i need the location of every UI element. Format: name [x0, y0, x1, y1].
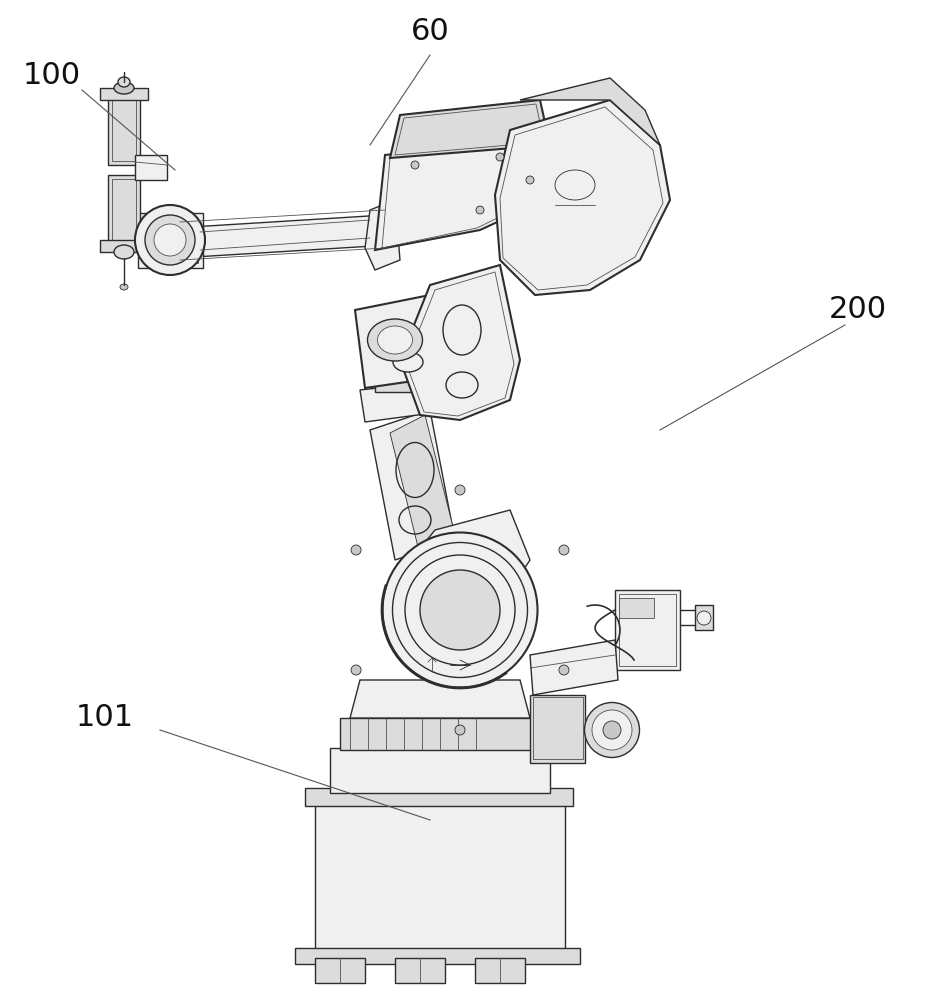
Ellipse shape: [559, 545, 569, 555]
Polygon shape: [360, 380, 455, 422]
Polygon shape: [530, 640, 618, 695]
Bar: [619, 594, 676, 666]
Text: 101: 101: [76, 704, 134, 732]
Text: 100: 100: [23, 60, 81, 90]
Polygon shape: [355, 295, 455, 388]
Bar: [315, 800, 565, 950]
Bar: [475, 958, 525, 983]
Bar: [619, 598, 654, 618]
Polygon shape: [370, 410, 455, 560]
Bar: [375, 360, 440, 392]
Ellipse shape: [496, 153, 504, 161]
Bar: [100, 88, 148, 100]
Polygon shape: [520, 78, 660, 145]
Bar: [315, 958, 365, 983]
Ellipse shape: [114, 82, 134, 94]
Bar: [533, 697, 583, 759]
Bar: [615, 590, 680, 670]
Ellipse shape: [455, 485, 465, 495]
Ellipse shape: [118, 77, 130, 87]
Bar: [112, 99, 136, 161]
Bar: [530, 695, 585, 763]
Bar: [432, 587, 488, 633]
Ellipse shape: [351, 545, 362, 555]
Polygon shape: [390, 415, 455, 555]
Polygon shape: [390, 100, 550, 158]
Ellipse shape: [411, 161, 419, 169]
Bar: [435, 658, 473, 674]
Bar: [108, 175, 140, 245]
Ellipse shape: [455, 725, 465, 735]
Ellipse shape: [697, 611, 711, 625]
Ellipse shape: [154, 224, 186, 256]
Ellipse shape: [405, 555, 515, 665]
Bar: [425, 580, 495, 640]
Text: 60: 60: [411, 17, 450, 46]
Bar: [695, 605, 713, 630]
Ellipse shape: [351, 665, 362, 675]
Bar: [340, 718, 540, 750]
Bar: [295, 948, 580, 964]
Polygon shape: [495, 100, 670, 295]
Ellipse shape: [585, 702, 640, 758]
Bar: [112, 179, 136, 241]
Ellipse shape: [377, 326, 413, 354]
Ellipse shape: [120, 284, 128, 290]
Ellipse shape: [476, 206, 484, 214]
Polygon shape: [375, 140, 545, 250]
Ellipse shape: [526, 176, 534, 184]
Polygon shape: [400, 265, 520, 420]
Polygon shape: [395, 525, 455, 565]
Bar: [108, 95, 140, 165]
Text: 200: 200: [829, 296, 887, 324]
Bar: [135, 155, 167, 180]
Polygon shape: [350, 680, 530, 718]
Ellipse shape: [393, 352, 423, 372]
Ellipse shape: [383, 532, 538, 688]
Ellipse shape: [603, 721, 621, 739]
Polygon shape: [175, 215, 390, 258]
Ellipse shape: [367, 319, 423, 361]
Ellipse shape: [145, 215, 195, 265]
Bar: [100, 240, 148, 252]
Ellipse shape: [420, 570, 500, 650]
Polygon shape: [365, 200, 400, 270]
Polygon shape: [415, 510, 530, 600]
Ellipse shape: [592, 710, 632, 750]
Bar: [395, 958, 445, 983]
Ellipse shape: [135, 205, 205, 275]
Bar: [305, 788, 573, 806]
Bar: [138, 213, 203, 268]
Bar: [330, 748, 550, 793]
Ellipse shape: [114, 245, 134, 259]
Ellipse shape: [559, 665, 569, 675]
Bar: [143, 218, 198, 263]
